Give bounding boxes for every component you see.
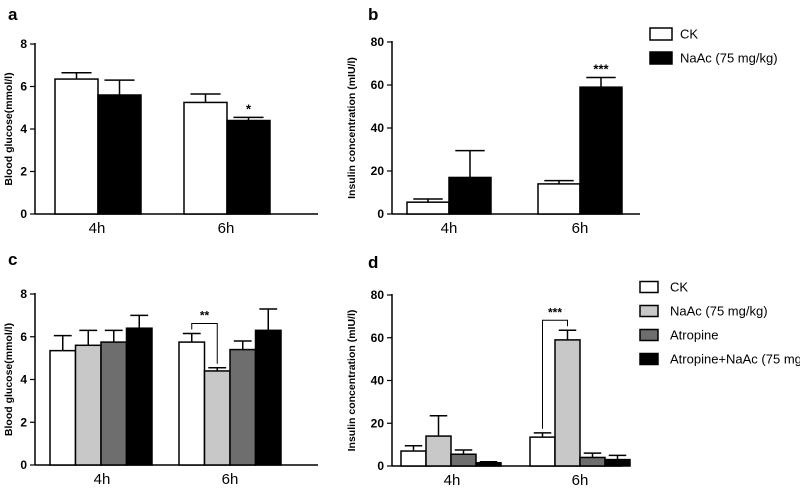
legend-label: NaAc (75 mg/kg) (670, 304, 768, 319)
legend-label: Atropine (670, 328, 718, 343)
y-tick-label: 20 (371, 416, 385, 430)
bar (604, 458, 631, 467)
y-tick-label: 80 (371, 288, 385, 302)
y-axis-label: Insulin concentration (mIU/l) (346, 57, 358, 199)
legend-label: NaAc (75 mg/kg) (680, 51, 778, 66)
x-tick-label: 6h (572, 472, 589, 489)
x-tick-label: 6h (572, 220, 589, 237)
x-tick-label: 6h (218, 220, 235, 237)
legend-swatch (639, 280, 659, 294)
y-tick-label: 40 (371, 374, 385, 388)
legend: CK NaAc (75 mg/kg) (649, 27, 778, 66)
y-tick-label: 2 (20, 415, 27, 429)
panel-label: c (8, 250, 17, 269)
y-tick-label: 0 (377, 207, 384, 221)
bar (400, 450, 427, 467)
ns-marker: NS (263, 341, 278, 353)
legend: CK NaAc (75 mg/kg) Atropine Atropine+NaAc (… (639, 280, 800, 367)
legend-swatch (639, 352, 659, 366)
y-tick-label: 0 (377, 459, 384, 473)
bar (475, 462, 502, 467)
bar (537, 183, 581, 215)
significance-marker: *** (593, 61, 609, 76)
bar (183, 101, 228, 215)
y-tick-label: 80 (371, 35, 385, 49)
panel-label: a (8, 5, 18, 24)
panel-c: c 0 2 4 6 8 Blood glucose(mmol/l) 4h 6h NS NS ** (3, 250, 318, 488)
y-tick-label: 4 (20, 122, 27, 136)
panel-d: d 0 20 40 60 80 Insulin concentration (mIU/l) 4… (346, 253, 800, 489)
bar (97, 94, 142, 215)
y-axis-label: Blood glucose(mmol/l) (3, 72, 15, 185)
ns-marker: NS (134, 339, 149, 351)
x-tick-label: 4h (441, 220, 458, 237)
legend-swatch (639, 304, 659, 318)
bar (425, 435, 452, 467)
y-tick-label: 0 (20, 458, 27, 472)
panel-label: b (368, 5, 378, 24)
panel-a: a 0 2 4 6 8 Blood glucose(mmol/l) 4h 6h * (3, 5, 318, 237)
bar (54, 78, 99, 215)
legend-label: CK (670, 280, 688, 295)
bar (49, 349, 77, 466)
y-axis-label: Blood glucose(mmol/l) (3, 323, 15, 436)
y-tick-label: 20 (371, 164, 385, 178)
y-tick-label: 4 (20, 373, 27, 387)
bar (229, 348, 257, 466)
significance-marker: ** (200, 309, 210, 323)
y-tick-label: 60 (371, 331, 385, 345)
y-tick-label: 0 (20, 207, 27, 221)
legend-label: CK (680, 27, 698, 42)
significance-marker: * (246, 101, 252, 116)
y-tick-label: 6 (20, 80, 27, 94)
y-tick-label: 60 (371, 78, 385, 92)
legend-swatch (649, 51, 673, 65)
legend-swatch (649, 27, 673, 41)
bar (125, 327, 153, 466)
y-tick-label: 40 (371, 121, 385, 135)
panel-label: d (368, 253, 378, 272)
bar (529, 436, 556, 467)
significance-bracket (542, 319, 568, 429)
bar (178, 341, 206, 466)
y-tick-label: 2 (20, 165, 27, 179)
x-tick-label: 4h (94, 471, 111, 488)
bar (406, 201, 450, 215)
x-tick-label: 4h (444, 472, 461, 489)
x-tick-label: 6h (222, 471, 239, 488)
bar (554, 339, 581, 467)
y-tick-label: 8 (20, 37, 27, 51)
significance-bracket (191, 323, 218, 364)
bar (579, 456, 606, 467)
bar (203, 370, 231, 466)
y-axis-label: Insulin concentration (mIU/l) (346, 310, 358, 452)
legend-label: Atropine+NaAc (75 mg/kg) (670, 352, 800, 367)
y-tick-label: 8 (20, 287, 27, 301)
bar (74, 344, 102, 466)
bar (254, 329, 282, 466)
panel-b: b 0 20 40 60 80 Insulin concentration (mIU/l) 4… (346, 5, 778, 237)
legend-swatch (639, 328, 659, 342)
bar (579, 86, 623, 215)
bar (226, 119, 271, 215)
significance-marker: *** (548, 305, 562, 319)
bar (448, 176, 492, 215)
bar (450, 453, 477, 467)
bar (100, 341, 128, 466)
y-tick-label: 6 (20, 330, 27, 344)
x-tick-label: 4h (89, 220, 106, 237)
